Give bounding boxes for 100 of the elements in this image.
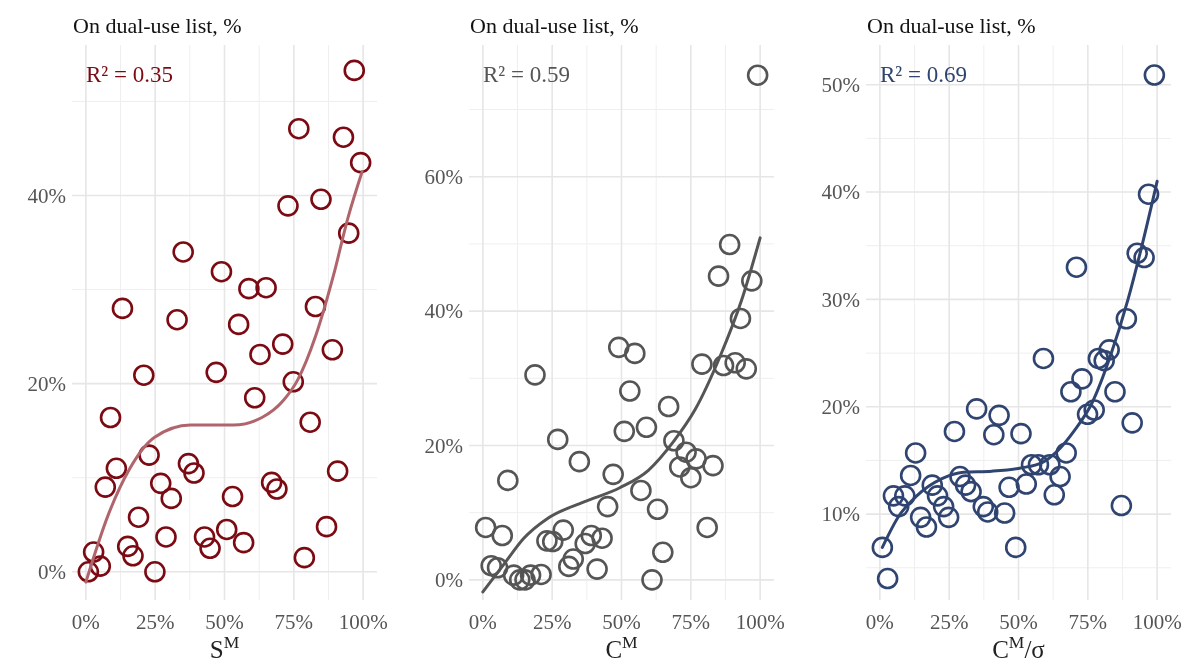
point bbox=[943, 420, 966, 443]
point bbox=[1071, 368, 1093, 390]
point bbox=[876, 567, 899, 590]
point bbox=[215, 518, 238, 541]
point bbox=[998, 476, 1020, 499]
point bbox=[668, 456, 691, 478]
point bbox=[238, 277, 260, 300]
x-tick-label: 0% bbox=[468, 610, 497, 634]
point bbox=[480, 554, 502, 577]
point bbox=[675, 441, 697, 463]
point bbox=[1032, 347, 1055, 370]
point bbox=[315, 515, 338, 538]
point bbox=[321, 339, 344, 361]
line-series bbox=[481, 236, 762, 594]
y-tick-label: 50% bbox=[821, 73, 860, 98]
point bbox=[502, 564, 525, 586]
point bbox=[574, 532, 596, 555]
point bbox=[288, 117, 310, 140]
point bbox=[580, 524, 603, 547]
point bbox=[602, 463, 624, 486]
point bbox=[349, 151, 372, 174]
point bbox=[1104, 380, 1126, 403]
point bbox=[1076, 403, 1099, 426]
chart-title: On dual-use list, % bbox=[867, 13, 1036, 38]
point bbox=[646, 498, 669, 521]
point bbox=[558, 555, 580, 578]
x-tick-label: 75% bbox=[274, 610, 314, 634]
x-tick-label: 0% bbox=[865, 610, 894, 634]
point bbox=[1039, 453, 1061, 476]
point bbox=[1043, 484, 1066, 506]
point bbox=[988, 404, 1010, 427]
point bbox=[1143, 64, 1166, 86]
point bbox=[193, 526, 216, 548]
point bbox=[937, 506, 960, 529]
point bbox=[899, 464, 922, 487]
point bbox=[696, 516, 718, 539]
point bbox=[133, 364, 155, 386]
point bbox=[94, 476, 117, 498]
point bbox=[965, 398, 988, 420]
point bbox=[82, 541, 105, 563]
annotation: R² = 0.69 bbox=[880, 62, 967, 87]
point bbox=[1049, 465, 1071, 488]
point bbox=[712, 354, 735, 377]
x-tick-label: 50% bbox=[205, 610, 244, 634]
point bbox=[663, 429, 685, 452]
point bbox=[904, 442, 927, 464]
point bbox=[1093, 349, 1115, 372]
point bbox=[630, 479, 652, 502]
point bbox=[536, 530, 558, 552]
point bbox=[976, 501, 999, 523]
y-tick-label: 60% bbox=[424, 165, 463, 190]
point bbox=[735, 358, 758, 380]
point bbox=[474, 516, 497, 539]
point bbox=[77, 561, 100, 583]
point bbox=[702, 454, 724, 477]
point bbox=[243, 386, 266, 409]
point bbox=[271, 333, 294, 355]
point bbox=[1015, 473, 1038, 495]
point bbox=[1126, 242, 1148, 265]
x-tick-label: 50% bbox=[999, 610, 1038, 634]
point bbox=[1087, 347, 1110, 370]
y-tick-label: 10% bbox=[821, 502, 860, 527]
point bbox=[486, 556, 509, 579]
x-tick-label: 50% bbox=[602, 610, 641, 634]
point bbox=[552, 519, 575, 541]
point bbox=[1020, 453, 1043, 476]
point bbox=[122, 545, 144, 567]
point bbox=[983, 423, 1005, 446]
point bbox=[871, 536, 894, 559]
x-tick-label: 100% bbox=[338, 610, 388, 634]
point bbox=[227, 313, 250, 336]
y-tick-label: 40% bbox=[821, 180, 860, 205]
point bbox=[954, 474, 977, 496]
point bbox=[266, 478, 288, 500]
point bbox=[519, 564, 542, 586]
point bbox=[887, 495, 910, 518]
point bbox=[691, 353, 713, 375]
x-tick-label: 100% bbox=[1132, 610, 1182, 634]
point bbox=[111, 297, 134, 320]
point bbox=[718, 233, 741, 256]
point bbox=[921, 474, 944, 496]
point bbox=[210, 260, 233, 283]
point bbox=[909, 506, 932, 529]
point bbox=[337, 222, 360, 244]
y-tick-label: 0% bbox=[38, 560, 66, 585]
point bbox=[293, 546, 316, 569]
point bbox=[183, 462, 205, 484]
point bbox=[641, 569, 663, 591]
point bbox=[524, 364, 546, 386]
y-tick-label: 0% bbox=[435, 568, 463, 593]
point bbox=[624, 342, 646, 365]
point bbox=[514, 569, 536, 591]
point bbox=[894, 485, 916, 507]
point bbox=[166, 308, 188, 331]
y-tick-label: 20% bbox=[27, 371, 66, 396]
point bbox=[491, 524, 514, 547]
point bbox=[199, 537, 221, 560]
x-axis-title: S$^{M}$ bbox=[209, 632, 240, 663]
y-tick-label: 20% bbox=[821, 395, 860, 420]
x-tick-label: 25% bbox=[135, 610, 175, 634]
